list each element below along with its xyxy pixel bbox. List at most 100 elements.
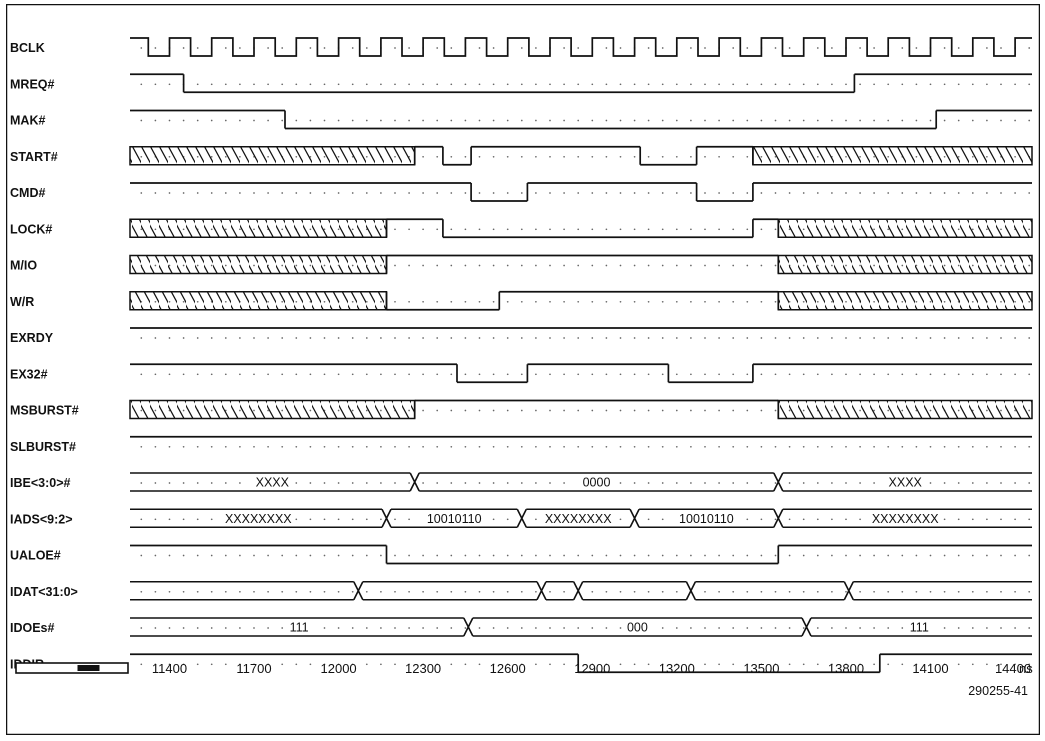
grid-dot [647,155,650,158]
grid-dot [182,192,185,194]
grid-dot [1014,337,1016,339]
grid-dot [675,482,678,484]
bus-transition [516,508,528,528]
signal-label-ualoe: UALOE# [10,549,61,563]
grid-dot [577,228,580,231]
grid-dot [549,264,551,267]
grid-dot [1028,47,1031,49]
grid-dot [718,373,720,376]
grid-dot [732,228,735,231]
bus-transition [685,581,697,601]
grid-dot [704,590,706,593]
grid-dot [746,409,749,412]
grid-dot [478,445,481,448]
grid-dot [520,554,523,557]
grid-dot [309,337,312,339]
grid-dot [196,445,199,448]
grid-dot [986,119,988,122]
grid-dot [774,554,777,557]
grid-dot [675,264,678,267]
grid-dot [408,119,410,122]
grid-dot [1028,192,1031,194]
grid-dot [224,337,227,339]
grid-dot [690,337,692,339]
bus-label-backdrop [576,475,617,489]
grid-dot [774,119,777,122]
grid-dot [943,518,946,521]
grid-dot [408,445,410,448]
grid-dot [774,83,777,86]
bus-value-label: 10010110 [427,512,482,526]
scrollbar-track[interactable] [15,662,129,674]
grid-dot [873,627,875,629]
grid-dot [182,627,185,629]
grid-dot [168,482,171,484]
grid-dot [986,83,988,86]
grid-dot [605,119,608,122]
grid-dot [563,119,565,122]
grid-dot [182,47,185,49]
grid-dot [915,192,918,194]
grid-dot [718,264,720,267]
grid-dot [323,554,326,557]
grid-dot [788,627,791,629]
grid-dot [520,373,523,376]
time-scrollbar[interactable] [15,662,129,674]
grid-dot [323,119,326,122]
grid-dot [746,83,749,86]
grid-dot [760,590,763,593]
grid-dot [971,192,974,194]
grid-dot [267,192,269,194]
grid-dot [859,192,861,194]
grid-dot [971,663,974,666]
grid-dot [520,192,523,194]
grid-dot [675,300,678,303]
grid-dot [394,373,396,376]
grid-dot [816,373,819,376]
grid-dot [506,300,509,303]
grid-dot [704,373,706,376]
grid-dot [506,663,509,666]
undefined-state-region [777,291,1033,311]
grid-dot [732,47,735,49]
grid-dot [520,264,523,267]
grid-dot [971,445,974,448]
grid-dot [718,590,720,593]
grid-dot [394,228,396,231]
grid-dot [351,83,354,86]
grid-dot [859,47,861,49]
grid-dot [337,83,340,86]
grid-dot [915,83,918,86]
grid-dot [478,119,481,122]
grid-dot [591,663,594,666]
grid-dot [816,627,819,629]
waveform-m-io [129,254,1033,275]
tick-label: 13200 [659,661,695,676]
grid-dot [577,47,580,49]
grid-dot [450,228,453,231]
grid-dot [929,482,932,484]
grid-dot [196,47,199,49]
scrollbar-thumb[interactable] [77,665,100,671]
grid-dot [943,627,946,629]
grid-dot [422,228,424,231]
grid-dot [577,264,580,267]
grid-dot [253,663,255,666]
grid-dot [577,155,580,158]
grid-dot [605,47,608,49]
grid-dot [760,409,763,412]
grid-dot [267,83,269,86]
grid-dot [267,554,269,557]
grid-dot [661,300,664,303]
grid-dot [605,337,608,339]
grid-dot [140,192,143,194]
grid-dot [873,663,875,666]
grid-dot [690,482,692,484]
grid-dot [718,119,720,122]
grid-dot [154,337,157,339]
grid-dot [182,373,185,376]
grid-dot [549,155,551,158]
grid-dot [675,590,678,593]
waveform-msburst [129,399,1033,420]
grid-dot [535,264,537,267]
